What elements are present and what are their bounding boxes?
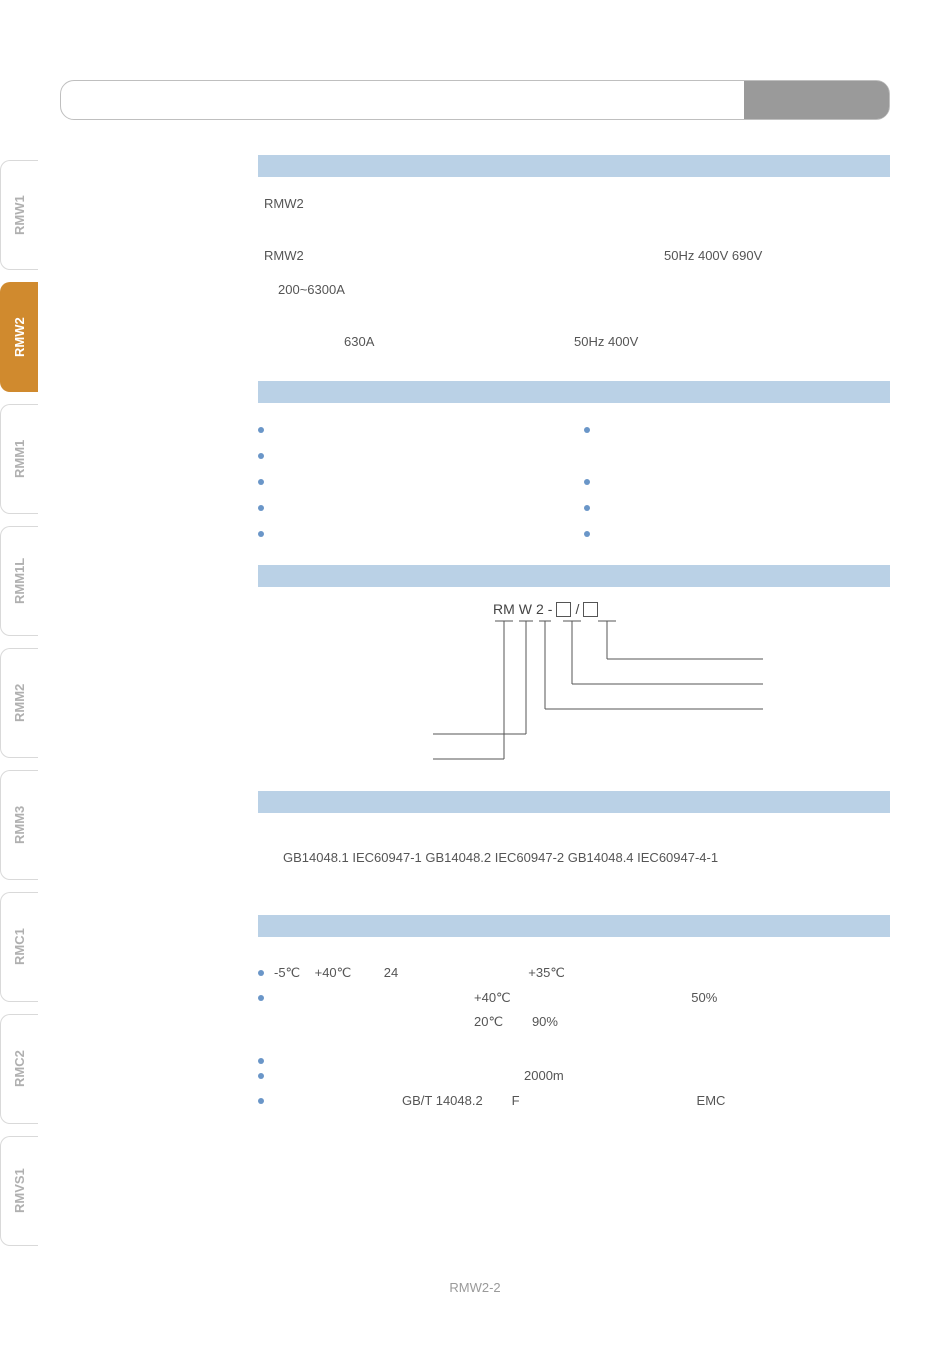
overview-line2: RMW2 50Hz 400V 690V [258, 243, 890, 269]
tab-rmvs1[interactable]: RMVS1 [0, 1136, 38, 1246]
bullet-icon [258, 1073, 264, 1079]
bullet-icon [258, 970, 264, 976]
page-header-bar [60, 80, 890, 120]
bullet-icon [258, 531, 264, 537]
standards-text: GB14048.1 IEC60947-1 GB14048.2 IEC60947-… [258, 845, 890, 871]
env-item-5: GB/T 14048.2 F EMC [258, 1089, 890, 1114]
bullet-icon [258, 995, 264, 1001]
model-box-2 [583, 602, 598, 617]
tab-rmc1[interactable]: RMC1 [0, 892, 38, 1002]
header-cap [744, 81, 889, 119]
bullet-icon [258, 427, 264, 433]
model-part-2: 2 [536, 601, 544, 617]
overview-ratings: 50Hz 400V 690V [664, 243, 762, 269]
env-item-2a: +40℃ 50% [274, 986, 890, 1011]
bullet-icon [584, 531, 590, 537]
model-lines-svg [433, 619, 773, 779]
overview-model: RMW2 [264, 243, 664, 269]
features-grid [258, 417, 890, 547]
side-tabs: RMW1 RMW2 RMM1 RMM1L RMM2 RMM3 RMC1 RMC2… [0, 160, 38, 1246]
tab-rmw1[interactable]: RMW1 [0, 160, 38, 270]
overview-freq-volt: 50Hz 400V [574, 329, 638, 355]
model-code: RM W 2 - / [493, 601, 598, 617]
feature-item [584, 417, 890, 443]
section-bar-standards [258, 791, 890, 813]
tab-rmw2[interactable]: RMW2 [0, 282, 38, 392]
feature-item [584, 495, 890, 521]
feature-item [258, 469, 564, 495]
env-item-2b: 20℃ 90% [274, 1010, 890, 1035]
bullet-icon [584, 479, 590, 485]
tab-rmm2[interactable]: RMM2 [0, 648, 38, 758]
env-item-2: +40℃ 50% 20℃ 90% [258, 986, 890, 1035]
page-footer: RMW2-2 [0, 1280, 950, 1295]
features-left-col [258, 417, 564, 547]
overview-line4: 630A 50Hz 400V [258, 329, 890, 355]
bullet-icon [584, 505, 590, 511]
model-sep: / [575, 601, 579, 617]
features-right-col [584, 417, 890, 547]
feature-item [258, 495, 564, 521]
main-content: RMW2 RMW2 50Hz 400V 690V 200~6300A 630A … [258, 155, 890, 1113]
model-part-rm: RM [493, 601, 515, 617]
section-bar-env [258, 915, 890, 937]
model-diagram: RM W 2 - / [258, 601, 890, 781]
feature-item [258, 417, 564, 443]
feature-item [258, 521, 564, 547]
env-item-4: 2000m [258, 1064, 890, 1089]
header-main [61, 81, 744, 119]
model-box-1 [556, 602, 571, 617]
tab-rmm1[interactable]: RMM1 [0, 404, 38, 514]
section-bar-features [258, 381, 890, 403]
bullet-icon [258, 453, 264, 459]
bullet-icon [258, 1098, 264, 1104]
model-part-w: W [519, 601, 532, 617]
env-item-3 [258, 1049, 890, 1064]
tab-rmm1l[interactable]: RMM1L [0, 526, 38, 636]
model-part-dash: - [548, 601, 553, 617]
overview-line3: 200~6300A [258, 277, 890, 303]
section-bar-model [258, 565, 890, 587]
section-bar-overview [258, 155, 890, 177]
tab-rmm3[interactable]: RMM3 [0, 770, 38, 880]
overview-current: 630A [344, 329, 574, 355]
bullet-icon [258, 479, 264, 485]
feature-item [258, 443, 564, 469]
overview-line1: RMW2 [258, 191, 890, 217]
bullet-icon [258, 505, 264, 511]
tab-rmc2[interactable]: RMC2 [0, 1014, 38, 1124]
bullet-icon [584, 427, 590, 433]
feature-item [584, 521, 890, 547]
env-item-1: -5℃ +40℃ 24 +35℃ [258, 961, 890, 986]
feature-item [584, 469, 890, 495]
